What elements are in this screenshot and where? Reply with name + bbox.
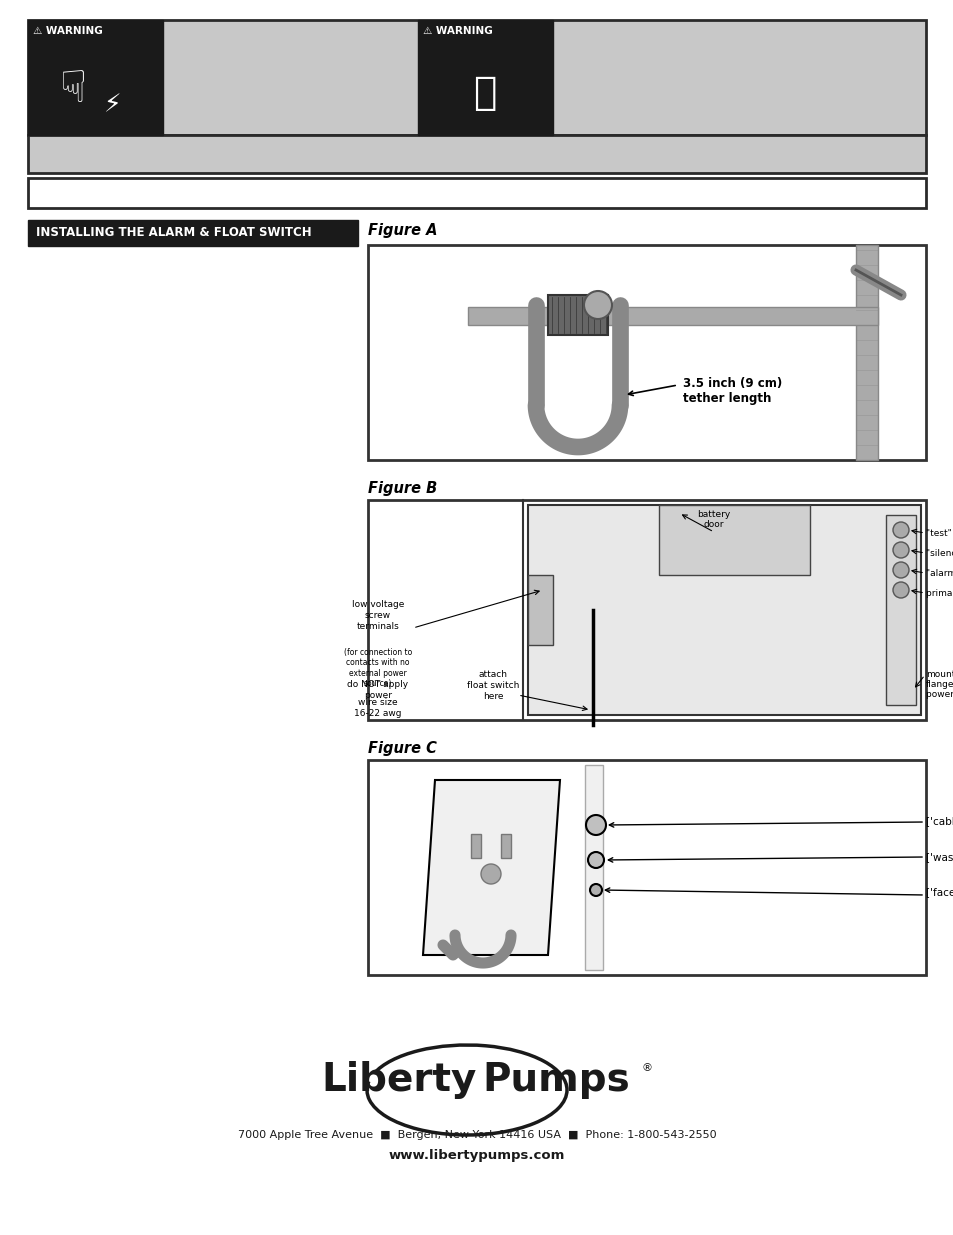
Text: (for connection to
contacts with no
external power
source): (for connection to contacts with no exte… [343, 648, 412, 688]
Bar [855, 245, 877, 459]
Bar [885, 515, 915, 705]
Text: ®: ® [641, 1063, 652, 1073]
Bar [584, 764, 602, 969]
Text: ['faceplate\nscrew', 0.79, 0.775]: ['faceplate\nscrew', 0.79, 0.775] [925, 888, 953, 898]
Text: ⚡: ⚡ [104, 93, 122, 117]
Text: ⚠ WARNING: ⚠ WARNING [33, 26, 103, 36]
Circle shape [589, 884, 601, 897]
Circle shape [585, 815, 605, 835]
Text: Figure C: Figure C [368, 741, 436, 756]
Text: power cord: power cord [925, 690, 953, 699]
Text: "alarm" light: "alarm" light [925, 568, 953, 578]
Text: ⚠ WARNING: ⚠ WARNING [422, 26, 493, 36]
Text: ['washer', 0.79, 0.752]: ['washer', 0.79, 0.752] [925, 852, 953, 862]
Text: ☟: ☟ [59, 68, 87, 111]
Text: mounting
flange: mounting flange [925, 671, 953, 689]
Text: battery
door: battery door [697, 510, 730, 530]
Bar [368, 500, 925, 720]
Text: ['cable clasp', 0.79, 0.728]: ['cable clasp', 0.79, 0.728] [925, 818, 953, 827]
Bar [28, 20, 163, 42]
Circle shape [892, 582, 908, 598]
Circle shape [583, 291, 612, 319]
Bar [500, 834, 511, 858]
Circle shape [587, 852, 603, 868]
Text: 3.5 inch (9 cm)
tether length: 3.5 inch (9 cm) tether length [682, 377, 781, 405]
Circle shape [480, 864, 500, 884]
Bar [28, 220, 357, 246]
Bar [471, 834, 480, 858]
Bar [368, 245, 925, 459]
Bar [28, 178, 925, 207]
Bar [468, 308, 877, 325]
Text: primary "power on" light: primary "power on" light [925, 589, 953, 598]
Bar [659, 505, 809, 576]
Bar [417, 20, 553, 135]
Bar [368, 760, 925, 974]
Circle shape [892, 522, 908, 538]
Text: "silence" button: "silence" button [925, 548, 953, 557]
Text: 7000 Apple Tree Avenue  ■  Bergen, New York 14416 USA  ■  Phone: 1-800-543-2550: 7000 Apple Tree Avenue ■ Bergen, New Yor… [237, 1130, 716, 1140]
Polygon shape [422, 781, 559, 955]
Text: do NOT apply
power: do NOT apply power [347, 680, 408, 700]
Circle shape [892, 542, 908, 558]
Text: wire size
16-22 awg: wire size 16-22 awg [354, 698, 401, 718]
Text: low voltage
screw
terminals: low voltage screw terminals [352, 600, 404, 631]
Bar [28, 20, 925, 135]
Bar [28, 135, 925, 173]
Bar [28, 20, 163, 135]
Text: "test" button: "test" button [925, 529, 953, 537]
Bar [417, 20, 553, 42]
Text: INSTALLING THE ALARM & FLOAT SWITCH: INSTALLING THE ALARM & FLOAT SWITCH [36, 226, 312, 240]
Text: www.libertypumps.com: www.libertypumps.com [389, 1149, 564, 1161]
Bar [527, 505, 920, 715]
Text: attach
float switch
here: attach float switch here [466, 671, 518, 701]
Bar [527, 576, 553, 645]
Circle shape [892, 562, 908, 578]
Text: 💥: 💥 [473, 74, 497, 112]
Text: Liberty: Liberty [321, 1061, 476, 1099]
Text: Figure A: Figure A [368, 224, 437, 238]
Text: Figure B: Figure B [368, 480, 436, 495]
Bar [547, 295, 607, 335]
Text: Pumps: Pumps [481, 1061, 629, 1099]
